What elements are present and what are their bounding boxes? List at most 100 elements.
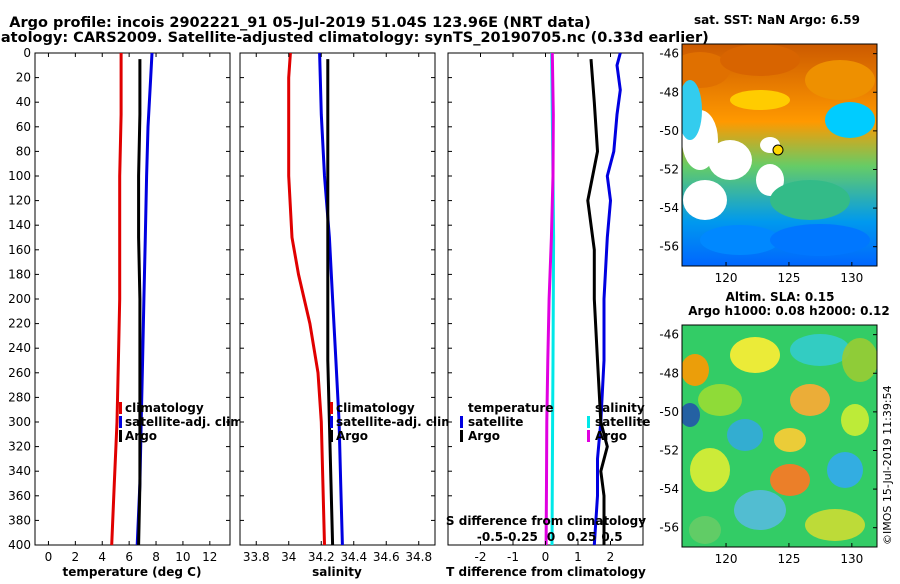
sla-texture-blob [730, 337, 780, 373]
sst-map-frame [681, 43, 878, 267]
x-tick-label: 2 [72, 550, 80, 564]
sst-texture-blob [770, 180, 850, 220]
difference-axes: -2 -1 0 1 2 [448, 52, 643, 564]
map-x-tick-label: 120 [715, 552, 738, 566]
sla-texture-blob [689, 516, 721, 544]
legend-title-salinity: salinity [595, 401, 645, 415]
sst-texture-blob [825, 102, 875, 138]
map-y-tick-label: -54 [659, 482, 679, 496]
y-tick-label: 120 [8, 194, 31, 208]
x-tick-label: 0 [542, 550, 550, 564]
temperature-legend: climatology satellite-adj. clim. Argo [119, 401, 247, 443]
sst-texture-blob [682, 52, 730, 88]
legend-label-climatology: climatology [336, 401, 415, 415]
difference-s-axis-label: S difference from climatology [446, 514, 646, 528]
map-y-tick-label: -56 [659, 240, 679, 254]
legend-swatch-argo [330, 430, 333, 442]
sla-texture-blob [790, 384, 830, 416]
sla-map-texture [682, 334, 877, 544]
sla-texture-blob [842, 338, 877, 382]
x-tick-label: 34.6 [373, 550, 400, 564]
sst-map-title: sat. SST: NaN Argo: 6.59 [694, 13, 860, 27]
y-tick-label: 400 [8, 538, 31, 552]
sla-texture-blob [774, 428, 806, 452]
sla-texture-blob [727, 419, 763, 451]
y-tick-label: 140 [8, 218, 31, 232]
x-tick-label: 10 [175, 550, 190, 564]
map-y-tick-label: -56 [659, 521, 679, 535]
series-satellite-adj-clim- [318, 52, 344, 546]
temperature-lines [110, 52, 154, 546]
y-tick-label: 100 [8, 169, 31, 183]
legend-label-argo: Argo [125, 429, 157, 443]
y-tick-label: 220 [8, 317, 31, 331]
map-x-tick-label: 125 [777, 271, 800, 285]
s-tick-label: -0.25 [503, 530, 538, 544]
sla-map-axes: 120 125 130 -46 -48 -50 -52 -54 -56 [659, 328, 877, 566]
legend-label-s-satellite: satellite [595, 415, 650, 429]
series-t-argo [586, 58, 609, 545]
temperature-axes: 0204060801001201401601802002202402602803… [8, 46, 230, 564]
y-tick-label: 160 [8, 243, 31, 257]
map-x-tick-label: 130 [840, 552, 863, 566]
sla-texture-blob [698, 384, 742, 416]
x-tick-label: 8 [152, 550, 160, 564]
legend-label-t-argo: Argo [468, 429, 500, 443]
map-y-tick-label: -50 [659, 124, 679, 138]
series-argo [326, 59, 335, 546]
map-x-tick-label: 120 [715, 271, 738, 285]
sla-texture-blob [690, 448, 730, 492]
legend-label-climatology: climatology [125, 401, 204, 415]
y-tick-label: 0 [23, 46, 31, 60]
map-y-tick-label: -46 [659, 328, 679, 342]
sla-texture-blob [682, 354, 709, 386]
s-tick-label: 0.5 [601, 530, 622, 544]
salinity-plot-frame [239, 52, 436, 546]
legend-title-temperature: temperature [468, 401, 553, 415]
sst-texture-blob [700, 225, 780, 255]
difference-legend-temperature: temperature satellite Argo [460, 401, 553, 443]
y-tick-label: 340 [8, 464, 31, 478]
map-y-tick-label: -50 [659, 405, 679, 419]
series-t-satellite [592, 52, 622, 546]
s-tick-label: 0.25 [567, 530, 597, 544]
y-tick-label: 20 [16, 71, 31, 85]
series-climatology [287, 52, 326, 546]
salinity-axes: 33.8 34 34.2 34.4 34.6 34.8 [240, 52, 435, 564]
sla-texture-blob [682, 403, 700, 427]
temperature-plot-frame [34, 52, 231, 546]
x-tick-label: 34 [281, 550, 296, 564]
temperature-panel: 0204060801001201401601802002202402602803… [8, 46, 247, 579]
sla-map-title: Altim. SLA: 0.15 [726, 290, 835, 304]
sla-texture-blob [790, 334, 850, 366]
y-tick-label: 180 [8, 267, 31, 281]
y-tick-label: 380 [8, 513, 31, 527]
x-tick-label: 34.2 [308, 550, 335, 564]
legend-label-satellite: satellite-adj. clim. [125, 415, 247, 429]
salinity-legend: climatology satellite-adj. clim. Argo [330, 401, 458, 443]
salinity-panel: 33.8 34 34.2 34.4 34.6 34.8 salinity climatol… [239, 52, 458, 579]
y-tick-label: 260 [8, 366, 31, 380]
sst-texture-blob [756, 164, 784, 196]
sst-map-axes: 120 125 130 -46 -48 -50 -52 -54 -56 [659, 47, 877, 285]
sla-texture-blob [841, 404, 869, 436]
y-tick-label: 40 [16, 95, 31, 109]
y-tick-label: 200 [8, 292, 31, 306]
x-tick-label: 0 [45, 550, 53, 564]
legend-label-satellite: satellite-adj. clim. [336, 415, 458, 429]
sla-texture-blob [770, 464, 810, 496]
legend-swatch-s-satellite [587, 416, 590, 428]
difference-panel: -2 -1 0 1 2 T difference from climatology S … [446, 52, 650, 579]
legend-swatch-climatology [119, 402, 122, 414]
sst-texture-blob [708, 140, 752, 180]
legend-swatch-satellite [330, 416, 333, 428]
series-s-argo [544, 52, 555, 546]
difference-lines [544, 52, 622, 546]
map-y-tick-label: -52 [659, 162, 679, 176]
map-y-tick-label: -46 [659, 47, 679, 61]
legend-label-argo: Argo [336, 429, 368, 443]
difference-legend-salinity: salinity satellite Argo [587, 401, 650, 443]
salinity-xlabel: salinity [312, 565, 362, 579]
legend-swatch-satellite [119, 416, 122, 428]
sla-map-frame [681, 324, 878, 548]
